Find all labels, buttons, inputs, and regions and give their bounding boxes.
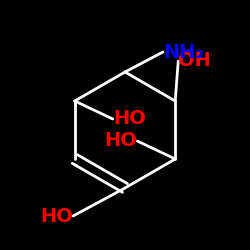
Text: HO: HO — [40, 206, 73, 226]
Text: HO: HO — [113, 110, 146, 128]
Text: HO: HO — [104, 132, 137, 150]
Text: OH: OH — [178, 52, 211, 70]
Text: NH₂: NH₂ — [163, 42, 204, 62]
